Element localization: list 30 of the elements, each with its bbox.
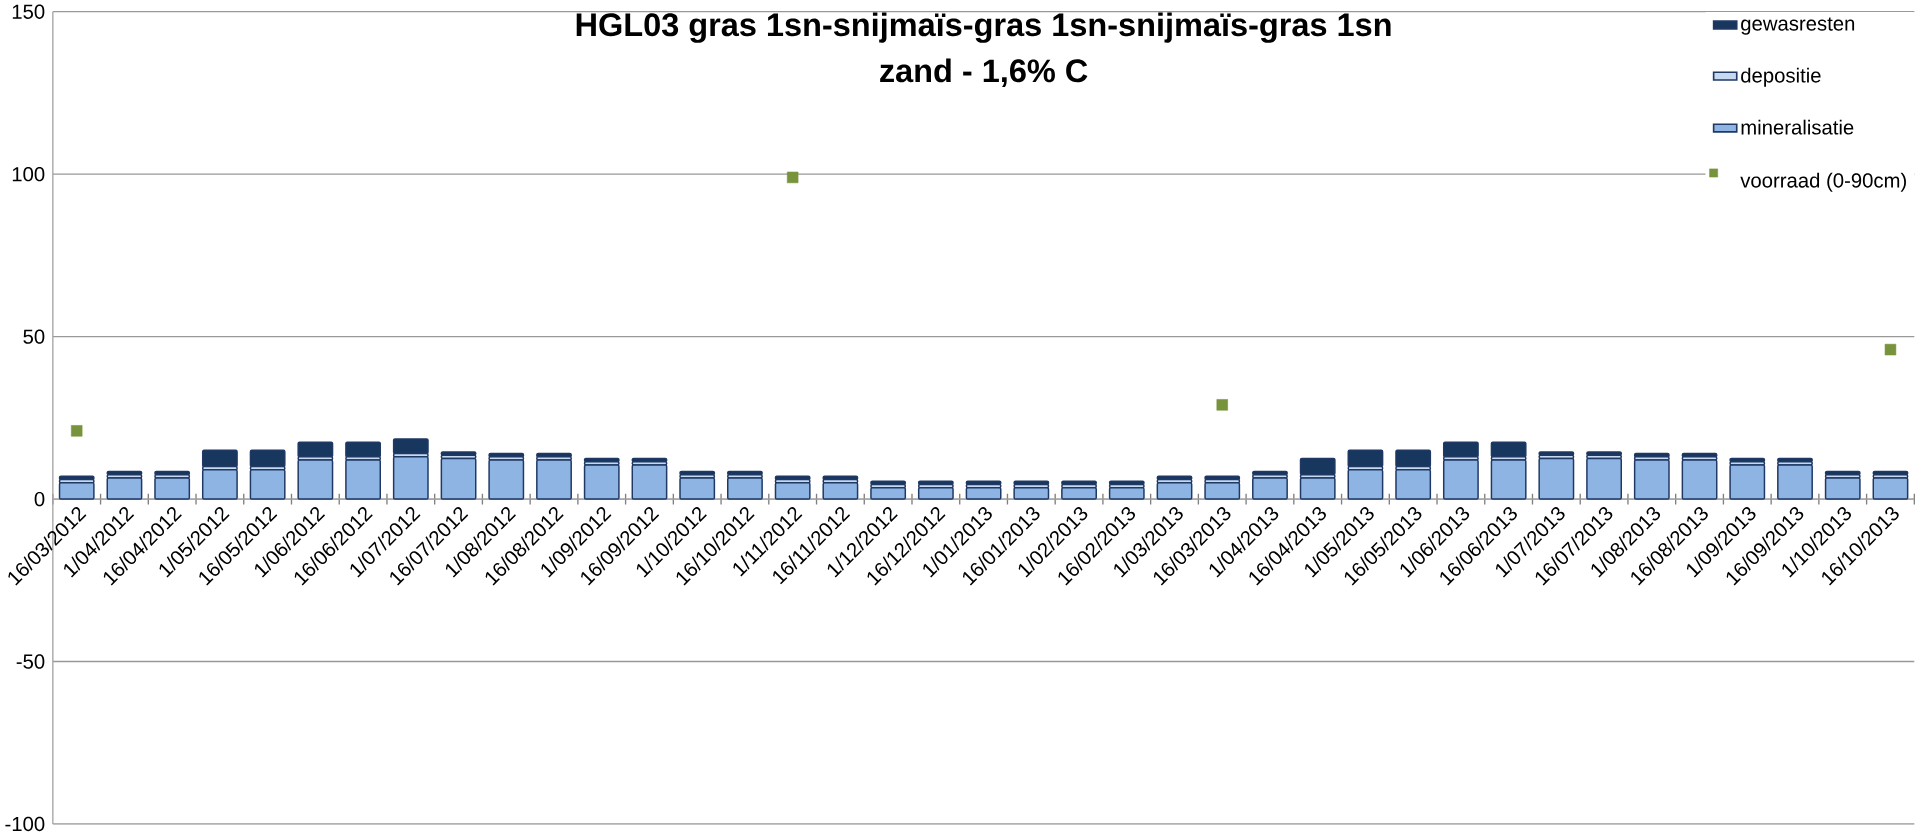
bar xyxy=(392,456,429,500)
bar xyxy=(1586,457,1623,500)
bar xyxy=(440,457,477,500)
bar xyxy=(1729,464,1766,500)
legend-label: gewasresten xyxy=(1741,17,1855,35)
bar xyxy=(1538,457,1575,500)
text: zand - 1,6% C xyxy=(880,58,1088,88)
chart-title: HGL03 gras 1sn-snijmaïs-gras 1sn-snijmaïs-gras 1sn xyxy=(576,12,1391,43)
bar xyxy=(1681,459,1718,500)
legend-label: voorraad (0-90cm) xyxy=(1740,172,1906,192)
legend-label: depositie xyxy=(1741,67,1821,87)
y-tick-label: 0 xyxy=(34,492,45,507)
bar xyxy=(1442,459,1479,500)
point xyxy=(71,425,83,437)
y-tick-label: -100 xyxy=(5,816,45,832)
y-tick-label: -50 xyxy=(16,654,45,669)
y-tick-label: 100 xyxy=(12,167,45,182)
y-tick-label: 50 xyxy=(23,329,45,344)
point xyxy=(786,171,799,184)
bar xyxy=(297,459,334,500)
point xyxy=(1884,344,1897,356)
bar xyxy=(583,464,620,500)
bar xyxy=(1490,459,1527,500)
bar xyxy=(488,459,525,500)
bar xyxy=(1633,459,1670,500)
bar xyxy=(631,464,668,500)
point xyxy=(1216,399,1228,411)
y-tick-label: 150 xyxy=(12,4,45,20)
legend-label: mineralisatie xyxy=(1741,119,1854,135)
bar xyxy=(345,459,382,500)
